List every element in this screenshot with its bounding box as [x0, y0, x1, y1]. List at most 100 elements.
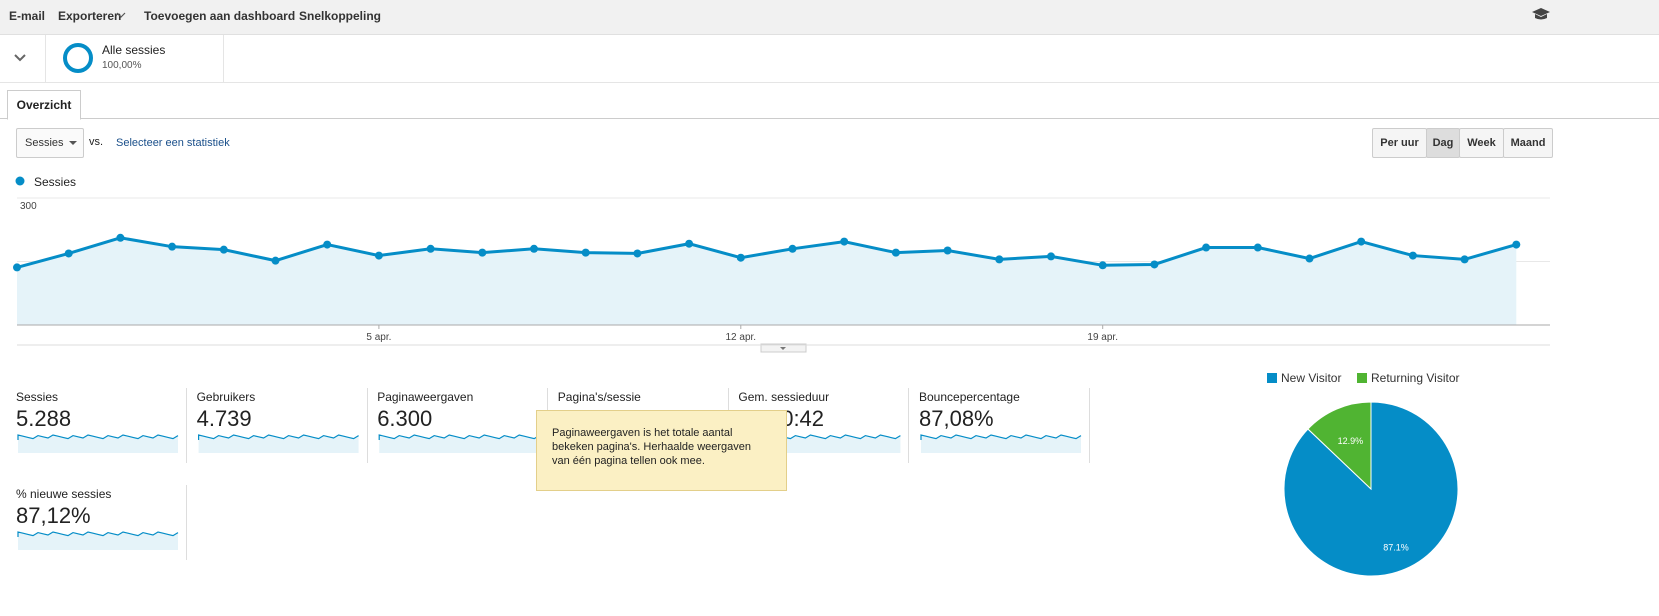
period-buttons: Per uur Dag Week Maand [1372, 128, 1553, 158]
point [426, 244, 435, 253]
legend-label: Sessies [34, 175, 76, 189]
sparkline-area [18, 532, 178, 550]
period-button[interactable]: Maand [1503, 128, 1553, 158]
slice-label: 87.1% [1383, 542, 1409, 552]
point [581, 248, 590, 257]
point [736, 253, 745, 262]
email-button[interactable]: E-mail [9, 9, 46, 23]
point [1512, 240, 1521, 249]
tab-line [0, 118, 1659, 119]
legend-swatch [1267, 373, 1277, 383]
point [116, 233, 125, 242]
vs-label: vs. [89, 136, 104, 148]
divider [186, 485, 187, 560]
point [219, 245, 228, 254]
sparkline-area [921, 435, 1081, 453]
segment-percent: 100,00% [102, 60, 142, 71]
metric-label: Pagina's/sessie [557, 390, 641, 404]
point [374, 251, 383, 260]
point [840, 237, 849, 246]
period-button[interactable]: Dag [1426, 128, 1460, 158]
metric-label: Gebruikers [196, 390, 256, 404]
point [1305, 254, 1314, 263]
divider [223, 35, 224, 82]
sparkline [198, 434, 359, 440]
y-tick-label: 300 [20, 201, 37, 212]
point [685, 239, 694, 248]
point [788, 244, 797, 253]
divider [908, 388, 910, 463]
caret [116, 12, 126, 18]
point [168, 242, 177, 251]
sparkline [378, 434, 540, 440]
pie-slice [1307, 401, 1372, 491]
slice-label: 12.9% [1338, 436, 1364, 446]
legend-label: Returning Visitor [1371, 371, 1460, 385]
select-metric-link[interactable]: Selecteer een statistiek [116, 137, 230, 149]
caret [780, 347, 786, 350]
academy-icon [1532, 8, 1550, 20]
point [1408, 251, 1417, 260]
point [891, 248, 900, 257]
point [943, 246, 952, 255]
metric-value: 4.739 [196, 406, 252, 431]
tooltip: Paginaweergaven is het totale aantal bek… [536, 410, 787, 491]
sparkline [17, 434, 179, 440]
metric-label: Sessies [16, 390, 59, 404]
point [1460, 255, 1469, 264]
metric-value: 87,08% [919, 406, 994, 431]
collapse-icon [14, 54, 26, 62]
line [16, 236, 1517, 269]
legend-marker [15, 176, 25, 186]
point [478, 248, 487, 257]
point [271, 256, 280, 265]
point [1357, 237, 1366, 246]
point [323, 240, 332, 249]
shortcut-button[interactable]: Snelkoppeling [299, 9, 382, 23]
sparkline-area [379, 435, 540, 453]
toolbar: E-mail Exporteren Toevoegen aan dashboar… [0, 0, 1659, 35]
metric-label: Bouncepercentage [919, 390, 1020, 404]
metric-label: Paginaweergaven [377, 390, 474, 404]
segment-name[interactable]: Alle sessies [102, 43, 166, 57]
divider [1089, 388, 1090, 463]
metric-value: 6.300 [377, 406, 433, 431]
sparkline [17, 531, 179, 537]
metric-value: 5.288 [16, 406, 72, 431]
legend-swatch [1357, 373, 1367, 383]
metric-label: Gem. sessieduur [738, 390, 830, 404]
divider [186, 388, 187, 463]
dashboard-button[interactable]: Toevoegen aan dashboard [144, 9, 296, 23]
divider [45, 35, 46, 82]
metric-dropdown[interactable]: Sessies [16, 128, 84, 158]
point [995, 255, 1004, 264]
area [17, 237, 1517, 325]
x-tick-label: 5 apr. [366, 332, 391, 343]
point [1150, 260, 1159, 269]
point [1202, 243, 1211, 252]
metric-dropdown-label: Sessies [25, 137, 64, 149]
point [530, 244, 538, 253]
metric-value: 87,12% [16, 503, 91, 528]
point [1098, 261, 1107, 270]
divider [366, 388, 368, 463]
tab[interactable]: Overzicht [7, 90, 81, 120]
point [1253, 243, 1262, 252]
segment-icon [63, 43, 93, 73]
sparkline-area [18, 435, 178, 453]
x-tick-label: 19 apr. [1087, 332, 1118, 343]
legend-label: New Visitor [1281, 371, 1341, 385]
metric-label: % nieuwe sessies [16, 487, 112, 501]
x-tick-label: 12 apr. [726, 332, 757, 343]
point [64, 249, 73, 258]
period-button[interactable]: Week [1459, 128, 1504, 158]
point [1047, 252, 1055, 261]
sparkline-area [198, 435, 359, 453]
point [13, 263, 21, 272]
export-button[interactable]: Exporteren [58, 9, 122, 23]
sparkline [920, 434, 1082, 440]
point [633, 249, 642, 258]
caret [69, 141, 77, 145]
